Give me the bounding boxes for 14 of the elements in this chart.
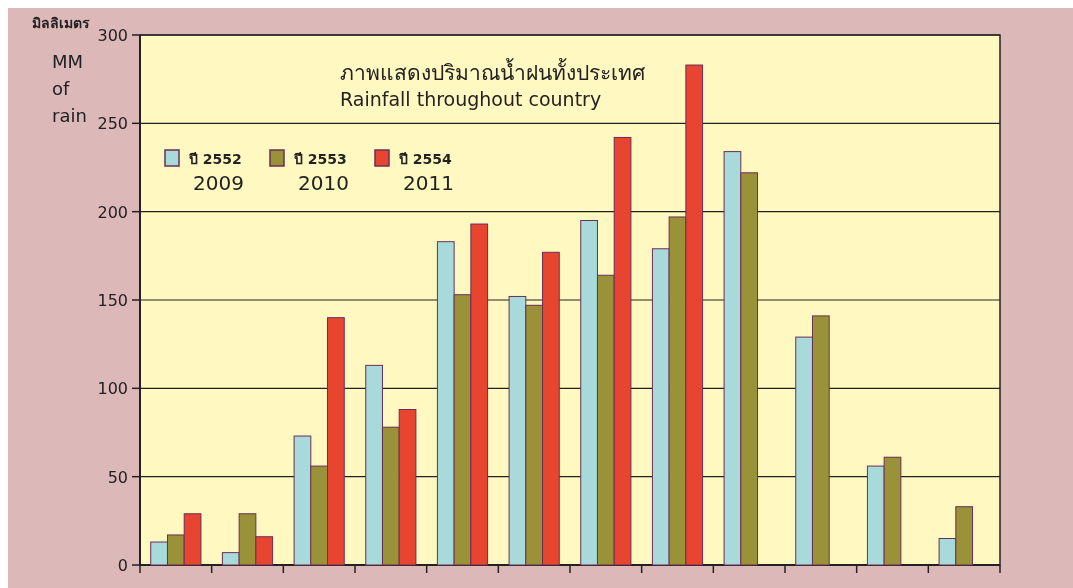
y-tick-label: 50 [107,467,128,487]
text: มิลลิเมตร [32,15,90,31]
y-tick-label: 200 [97,202,128,222]
text: ภาพแสดงปริมาณน้ำฝนทั้งประเทศ [340,58,646,85]
y-tick-label: 0 [117,556,128,575]
y-tick-label: 300 [97,26,128,45]
y-tick-label: 100 [97,379,128,399]
y-axis-title: MM of rain [52,51,87,126]
y-tick-label: 250 [97,114,128,134]
legend-label: ปี 2554 2011 [398,151,454,195]
legend-label: ปี 2553 2010 [293,151,349,195]
y-tick-label: 150 [97,291,128,310]
text: Rainfall throughout country [340,88,602,110]
legend-label: ปี 2552 2009 [188,151,244,195]
